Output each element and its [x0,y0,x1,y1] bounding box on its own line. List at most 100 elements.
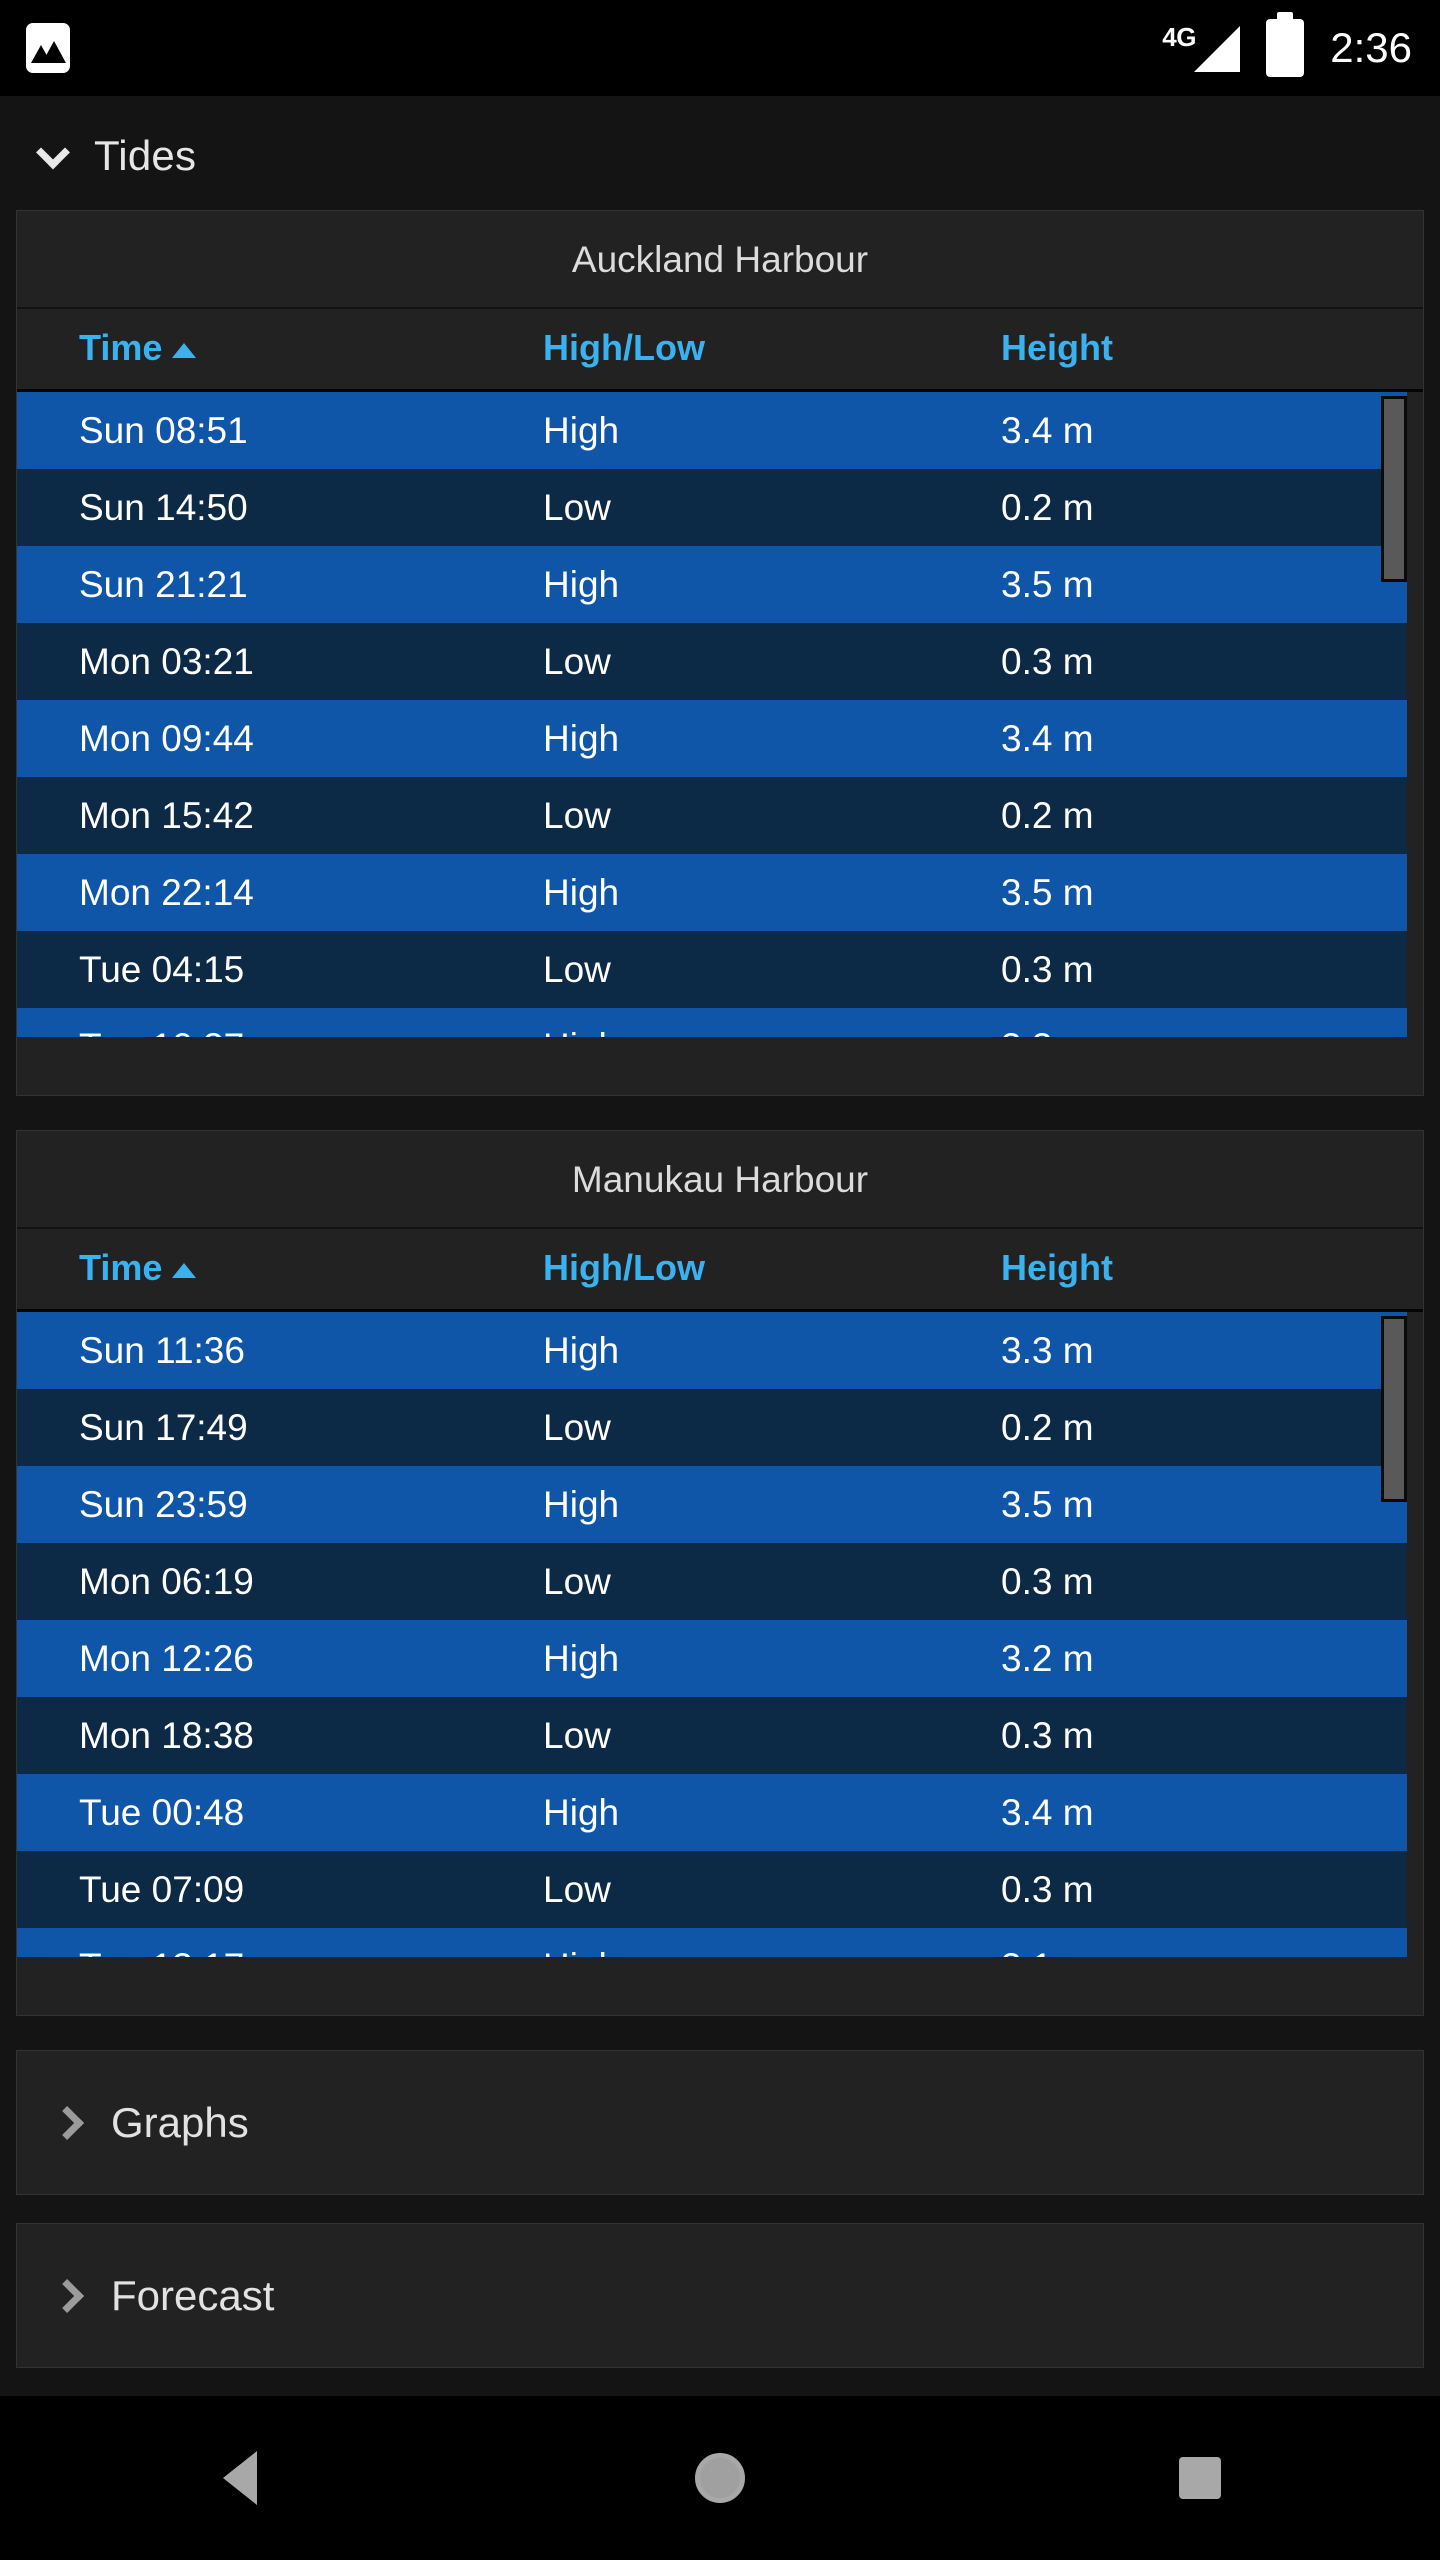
column-header-time-label: Time [79,1247,163,1288]
table-row[interactable]: Mon 09:44 High 3.4 m [17,700,1407,777]
column-header-high-low[interactable]: High/Low [543,327,705,368]
table-row[interactable]: Sun 17:49 Low 0.2 m [17,1389,1407,1466]
tide-table-card-auckland: Auckland Harbour Time High/Low Height Su… [16,210,1424,1096]
nav-back-button[interactable] [150,2396,330,2560]
section-graphs[interactable]: Graphs [16,2050,1424,2195]
chevron-down-icon [36,139,70,173]
status-bar-notifications [26,23,70,73]
cell-time: Mon 12:26 [79,1637,254,1679]
table-row[interactable]: Tue 10:37High3.3 m [17,1008,1407,1037]
cell-high-low: High [543,1946,1001,1958]
table-row[interactable]: Tue 04:15 Low 0.3 m [17,931,1407,1008]
cell-height: 3.5 m [1001,563,1094,605]
table-body[interactable]: Sun 08:51 High 3.4 m Sun 14:50 Low 0.2 m Sun 2… [17,392,1423,1037]
column-header-height[interactable]: Height [1001,327,1113,368]
cell-high-low: Low [543,486,611,528]
cell-high-low: High [543,1329,620,1371]
app-content: Tides Auckland Harbour Time High/Low Hei… [0,96,1440,2396]
cell-time: Mon 03:21 [79,640,254,682]
cell-high-low: Low [543,1868,611,1910]
cell-high-low: Low [543,794,611,836]
table-row[interactable]: Sun 14:50 Low 0.2 m [17,469,1407,546]
cell-height: 0.3 m [1001,1868,1094,1910]
chevron-right-icon [53,2279,87,2313]
table-row[interactable]: Sun 23:59 High 3.5 m [17,1466,1407,1543]
chevron-right-icon [53,2106,87,2140]
table-scrollbar-thumb[interactable] [1381,1316,1407,1502]
nav-home-button[interactable] [630,2396,810,2560]
cell-height: 3.3 m [1001,1026,1407,1038]
table-title: Manukau Harbour [571,1159,869,1200]
section-graphs-label: Graphs [111,2098,249,2146]
table-row[interactable]: Sun 21:21 High 3.5 m [17,546,1407,623]
cell-height: 3.1 m [1001,1946,1407,1958]
table-scrollbar-thumb[interactable] [1381,396,1407,582]
cell-high-low: Low [543,1406,611,1448]
signal-triangle [1194,26,1241,72]
cell-height: 3.5 m [1001,871,1094,913]
table-scrollbar[interactable] [1381,1312,1407,1957]
cell-height: 3.2 m [1001,1637,1094,1679]
section-forecast[interactable]: Forecast [16,2223,1424,2368]
table-row[interactable]: Tue 00:48 High 3.4 m [17,1774,1407,1851]
status-bar-indicators: 4G 2:36 [1162,12,1412,77]
back-triangle-icon [223,2451,257,2505]
column-header-high-low[interactable]: High/Low [543,1247,705,1288]
table-header-row: Time High/Low Height [17,307,1423,392]
cell-time: Mon 18:38 [79,1714,254,1756]
cell-time: Sun 21:21 [79,563,248,605]
cell-time: Sun 17:49 [79,1406,248,1448]
table-body-wrapper: Sun 08:51 High 3.4 m Sun 14:50 Low 0.2 m Sun 2… [17,392,1423,1095]
cell-high-low: High [543,409,620,451]
table-row[interactable]: Mon 15:42 Low 0.2 m [17,777,1407,854]
cell-time: Mon 09:44 [79,717,254,759]
tides-section-header[interactable]: Tides [0,96,1440,210]
cell-height: 0.2 m [1001,486,1094,528]
table-title: Auckland Harbour [571,239,869,280]
table-row[interactable]: Mon 03:21 Low 0.3 m [17,623,1407,700]
table-row[interactable]: Mon 22:14 High 3.5 m [17,854,1407,931]
cell-high-low: High [543,1791,620,1833]
cell-time: Tue 00:48 [79,1791,245,1833]
column-header-time[interactable]: Time [17,1247,543,1289]
battery-full-icon [1266,12,1305,77]
tide-table-card-manukau: Manukau Harbour Time High/Low Height Sun… [16,1130,1424,2016]
network-type-label: 4G [1162,22,1196,52]
table-row[interactable]: Tue 13:17High3.1 m [17,1928,1407,1957]
cell-height: 3.4 m [1001,717,1094,759]
cell-height: 0.3 m [1001,948,1094,990]
table-body[interactable]: Sun 11:36 High 3.3 m Sun 17:49 Low 0.2 m Sun 2… [17,1312,1423,1957]
android-nav-bar [0,2396,1440,2560]
sort-ascending-icon [172,342,197,358]
cell-time: Mon 06:19 [79,1560,254,1602]
cell-time: Sun 11:36 [79,1329,245,1371]
cell-high-low: High [543,717,620,759]
cell-high-low: High [543,1483,620,1525]
cell-time: Tue 04:15 [79,948,245,990]
table-row[interactable]: Tue 07:09 Low 0.3 m [17,1851,1407,1928]
column-header-height[interactable]: Height [1001,1247,1113,1288]
column-header-time[interactable]: Time [17,327,543,369]
table-header-row: Time High/Low Height [17,1227,1423,1312]
table-row[interactable]: Mon 18:38 Low 0.3 m [17,1697,1407,1774]
tides-section-title: Tides [94,132,197,179]
signal-bars-icon: 4G [1162,20,1241,76]
cell-high-low: High [543,1637,620,1679]
nav-recents-button[interactable] [1110,2396,1290,2560]
table-row[interactable]: Sun 08:51 High 3.4 m [17,392,1407,469]
table-row[interactable]: Mon 06:19 Low 0.3 m [17,1543,1407,1620]
table-scrollbar[interactable] [1381,392,1407,1037]
section-forecast-label: Forecast [111,2271,275,2319]
sort-ascending-icon [172,1262,197,1278]
cell-time: Sun 23:59 [79,1483,248,1525]
cell-time: Tue 07:09 [79,1868,245,1910]
cell-height: 0.3 m [1001,1560,1094,1602]
status-bar-clock: 2:36 [1330,24,1412,71]
table-row[interactable]: Mon 12:26 High 3.2 m [17,1620,1407,1697]
table-row[interactable]: Sun 11:36 High 3.3 m [17,1312,1407,1389]
cell-height: 3.4 m [1001,409,1094,451]
cell-time: Tue 13:17 [17,1946,543,1958]
recents-square-icon [1179,2457,1221,2499]
table-body-wrapper: Sun 11:36 High 3.3 m Sun 17:49 Low 0.2 m Sun 2… [17,1312,1423,2015]
